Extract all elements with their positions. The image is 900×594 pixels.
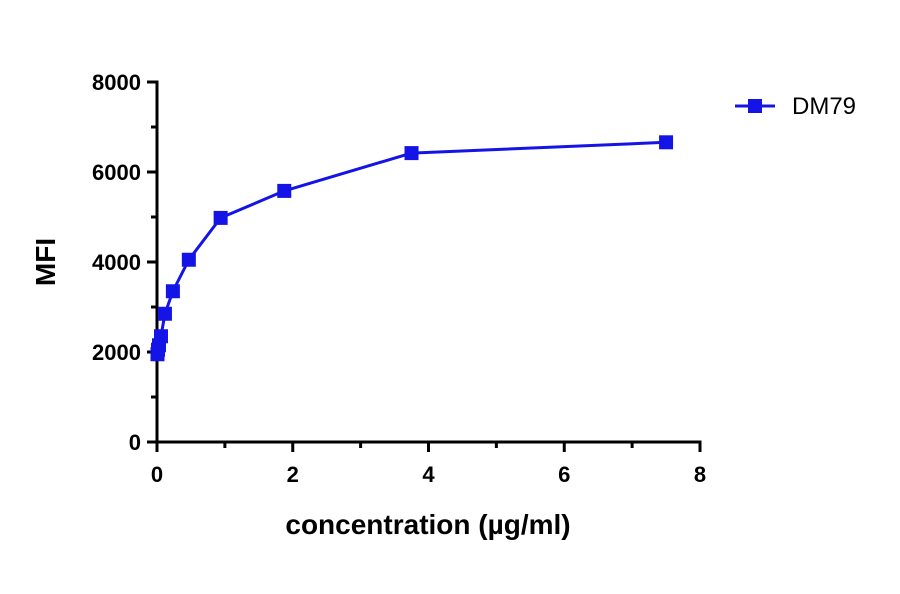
data-point — [158, 307, 172, 321]
x-axis-title: concentration (µg/ml) — [285, 509, 570, 540]
x-ticks: 0 2 4 6 8 — [151, 442, 706, 487]
legend-marker-dm79 — [748, 99, 762, 113]
x-tick-label: 6 — [558, 462, 570, 487]
data-point — [166, 284, 180, 298]
legend-label-dm79: DM79 — [792, 93, 856, 120]
data-point — [182, 253, 196, 267]
x-tick-label: 8 — [694, 462, 706, 487]
data-point — [659, 135, 673, 149]
y-tick-label: 0 — [129, 430, 141, 455]
axes: 0 2000 4000 6000 8000 0 2 4 6 8 — [92, 70, 706, 487]
data-point — [405, 146, 419, 160]
x-tick-label: 0 — [151, 462, 163, 487]
y-tick-label: 8000 — [92, 70, 141, 95]
data-point — [154, 329, 168, 343]
series-line-dm79 — [157, 142, 666, 354]
y-ticks: 0 2000 4000 6000 8000 — [92, 70, 157, 455]
y-tick-label: 6000 — [92, 160, 141, 185]
data-point — [214, 211, 228, 225]
x-tick-label: 2 — [287, 462, 299, 487]
legend: DM79 — [735, 93, 856, 120]
y-tick-label: 4000 — [92, 250, 141, 275]
x-tick-label: 4 — [422, 462, 435, 487]
data-point — [277, 184, 291, 198]
y-axis-title: MFI — [30, 238, 61, 286]
y-tick-label: 2000 — [92, 340, 141, 365]
series-layer — [150, 135, 673, 361]
